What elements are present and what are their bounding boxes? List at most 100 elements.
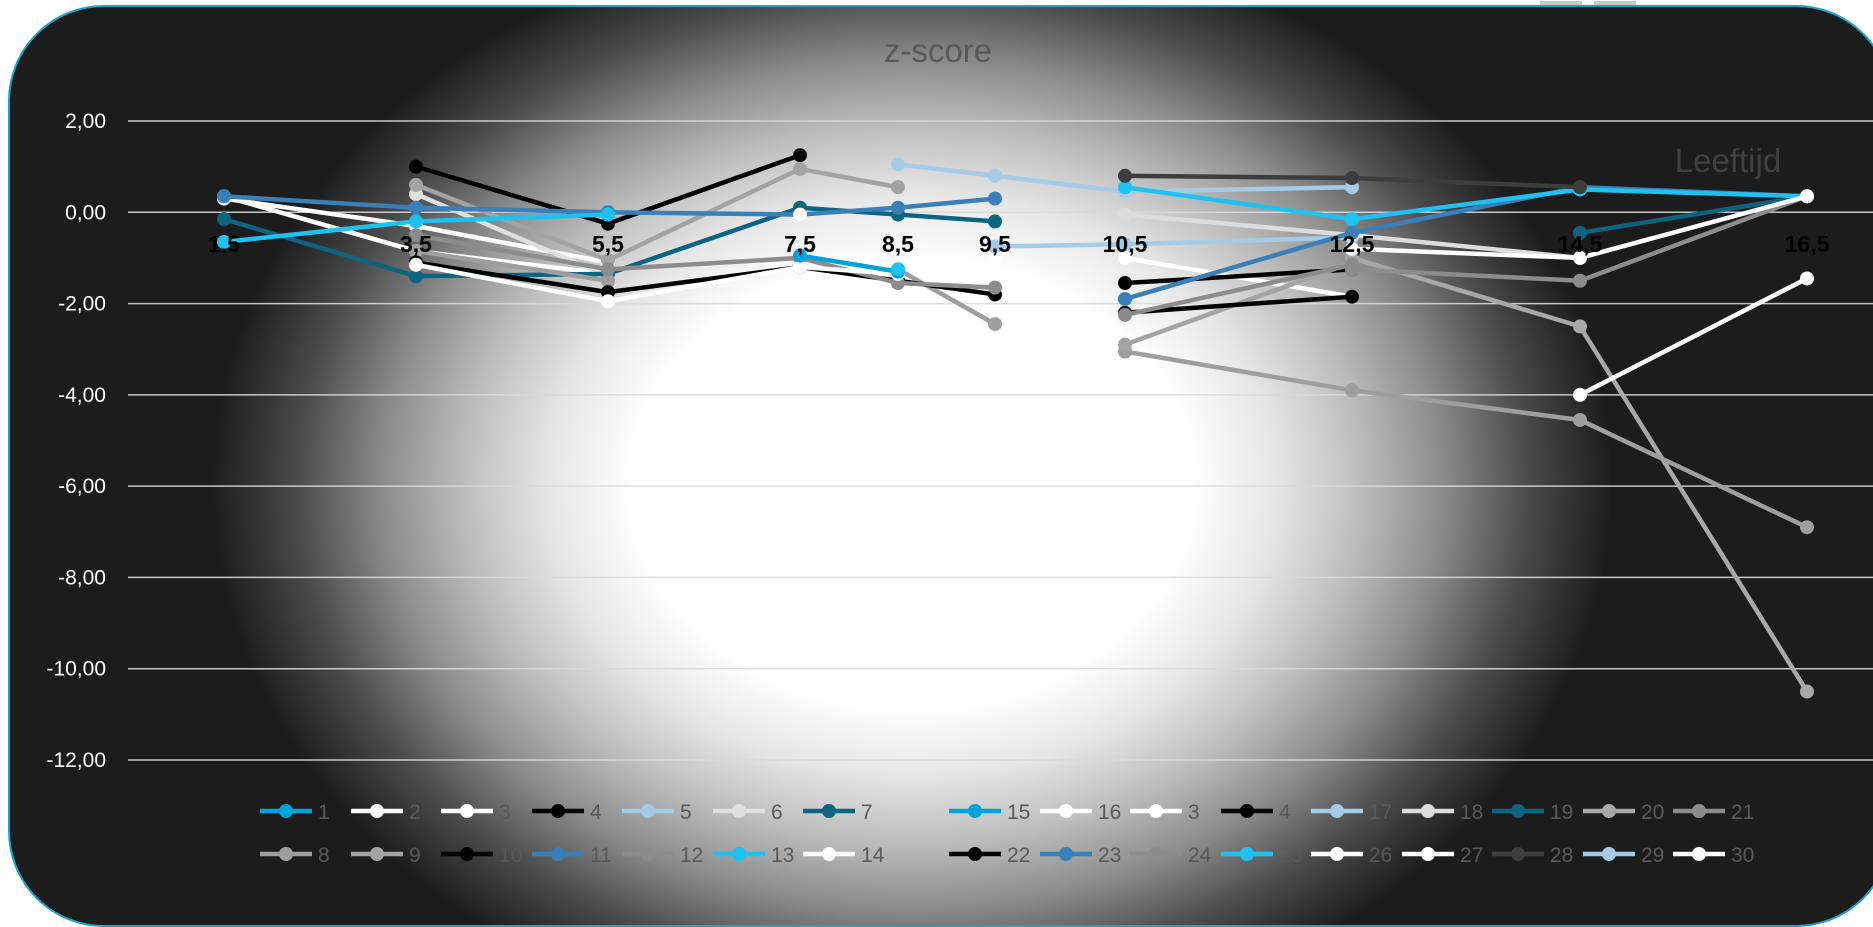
legend-swatch-marker	[1149, 804, 1163, 818]
legend-label: 20	[1641, 801, 1664, 824]
series-13	[217, 207, 615, 249]
legend-label: 22	[1007, 844, 1030, 867]
data-point	[1345, 212, 1359, 227]
series-line	[897, 162, 1353, 194]
legend-swatch-marker	[1421, 847, 1435, 861]
legend-swatch-marker	[1511, 804, 1525, 818]
x-tick-label: 16,5	[1785, 231, 1830, 257]
legend-item-4: 4	[1221, 801, 1291, 824]
data-point	[1800, 520, 1814, 535]
legend-label: 3	[499, 801, 511, 824]
series-14	[409, 257, 905, 309]
legend-label: 4	[590, 801, 602, 824]
legend-label: 14	[861, 844, 885, 867]
legend-item-14: 14	[803, 844, 885, 867]
legend-swatch-marker	[1421, 804, 1435, 818]
legend-item-9: 9	[351, 844, 421, 867]
data-point	[601, 262, 615, 277]
legend-swatch-marker	[1149, 847, 1163, 861]
legend-swatch-marker	[460, 847, 474, 861]
legend-label: 21	[1731, 801, 1754, 824]
legend-swatch-marker	[279, 847, 293, 861]
legend-swatch-marker	[1602, 847, 1616, 861]
legend-swatch-marker	[1511, 847, 1525, 861]
series-line	[799, 253, 899, 274]
data-point	[793, 161, 807, 176]
legend-label: 12	[680, 844, 703, 867]
data-point	[1800, 684, 1814, 699]
y-tick-label: -4,00	[58, 384, 106, 407]
legend-label: 8	[318, 844, 330, 867]
series-line	[415, 248, 609, 283]
data-point	[988, 317, 1002, 332]
series-line	[1124, 294, 1353, 315]
data-point	[988, 239, 1002, 254]
series-5	[891, 157, 1359, 199]
series-20	[1345, 250, 1814, 699]
data-point	[1345, 289, 1359, 304]
data-point	[1800, 271, 1814, 286]
data-point	[1573, 180, 1587, 195]
series-22	[1118, 289, 1359, 320]
data-point	[1118, 307, 1132, 322]
x-tick-label: 1,5	[208, 231, 240, 257]
series-line	[1124, 349, 1808, 530]
legend-label: 15	[1007, 801, 1030, 824]
x-tick-label: 14,5	[1558, 231, 1603, 257]
legend-swatch-marker	[822, 804, 836, 818]
data-point	[601, 273, 615, 288]
data-point	[793, 148, 807, 163]
data-point	[1345, 241, 1359, 256]
legend-label: 9	[409, 844, 421, 867]
legend-swatch-marker	[732, 804, 746, 818]
data-point	[409, 177, 423, 192]
data-point	[1345, 257, 1359, 272]
chart-area	[8, 5, 1873, 927]
legend-item-29: 29	[1583, 844, 1664, 867]
series-16	[793, 207, 1002, 265]
legend-item-28: 28	[1492, 844, 1573, 867]
legend-label: 11	[590, 844, 612, 867]
legend-swatch-marker	[370, 847, 384, 861]
legend-item-21: 21	[1673, 801, 1754, 824]
legend-swatch-marker	[1692, 804, 1706, 818]
legend-label: 24	[1188, 844, 1212, 867]
legend-item-22: 22	[949, 844, 1030, 867]
data-point	[1118, 292, 1132, 307]
data-point	[601, 207, 615, 222]
data-point	[988, 214, 1002, 229]
data-point	[1573, 387, 1587, 402]
legend-swatch-marker	[370, 804, 384, 818]
legend-item-24: 24	[1130, 844, 1212, 867]
legend-item-23: 23	[1040, 844, 1121, 867]
series-line	[415, 262, 899, 304]
series-26	[1345, 189, 1814, 265]
data-point	[988, 191, 1002, 206]
data-point	[891, 157, 905, 172]
legend-item-11: 11	[532, 844, 612, 867]
series-line	[1578, 276, 1809, 397]
legend-item-8: 8	[260, 844, 330, 867]
legend-swatch-marker	[1330, 804, 1344, 818]
data-point	[1118, 337, 1132, 352]
series-line	[1124, 262, 1353, 318]
legend-swatch-marker	[732, 847, 746, 861]
legend-label: 3	[1188, 801, 1200, 824]
data-point	[409, 159, 423, 174]
y-tick-label: -6,00	[58, 475, 106, 498]
legend-label: 23	[1098, 844, 1121, 867]
y-tick-label: 2,00	[65, 110, 106, 133]
legend-item-10: 10	[441, 844, 522, 867]
legend-label: 28	[1550, 844, 1573, 867]
y-tick-label: 0,00	[65, 201, 106, 224]
legend-item-25: 25	[1221, 844, 1302, 867]
data-point	[1573, 319, 1587, 334]
legend-label: 26	[1369, 844, 1392, 867]
chart-title: z-score	[884, 32, 992, 69]
legend-label: 16	[1098, 801, 1121, 824]
legend-swatch-marker	[641, 847, 655, 861]
y-tick-label: -12,00	[46, 749, 106, 772]
series-line	[1579, 194, 1808, 236]
data-point	[891, 200, 905, 215]
legend-item-4: 4	[532, 801, 602, 824]
